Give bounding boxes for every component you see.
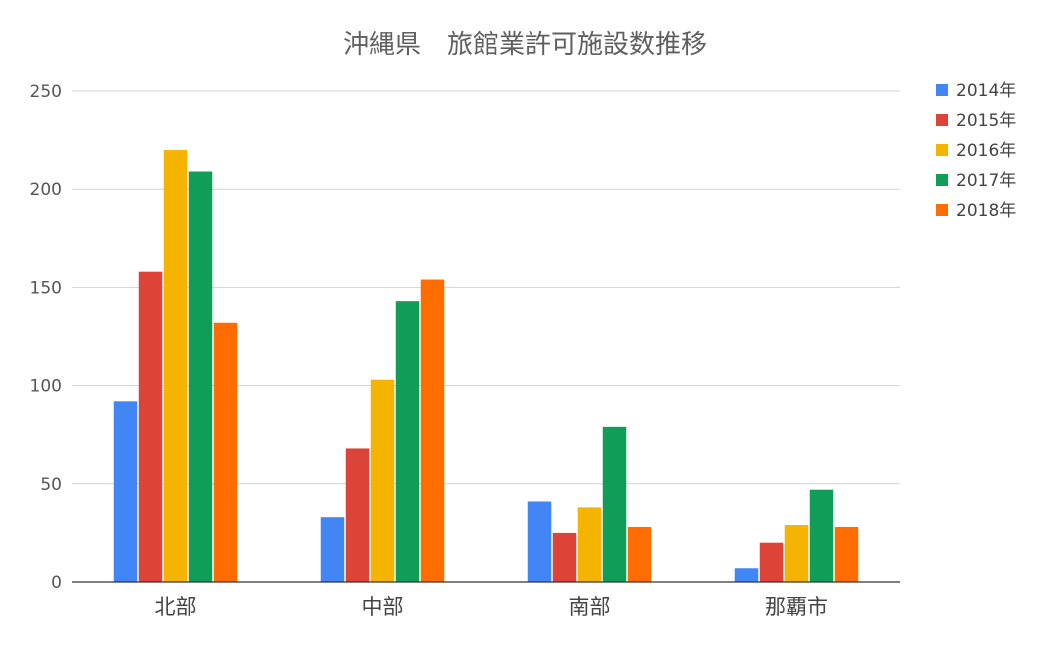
- bar-3-4: [784, 525, 809, 582]
- x-category-label: 中部: [362, 595, 404, 619]
- bar-2-4: [759, 542, 784, 582]
- legend-label: 2017年: [956, 171, 1016, 191]
- y-tick-label: 100: [30, 377, 62, 397]
- chart-title: 沖縄県 旅館業許可施設数推移: [343, 30, 707, 60]
- bar-4-1: [188, 171, 213, 582]
- bars: [113, 149, 859, 583]
- y-tick-label: 250: [30, 82, 62, 102]
- bar-4-3: [602, 426, 627, 582]
- legend-label: 2016年: [956, 141, 1016, 161]
- legend-label: 2015年: [956, 111, 1016, 131]
- legend-swatch: [936, 114, 948, 126]
- x-category-label: 那覇市: [765, 595, 828, 619]
- legend-swatch: [936, 174, 948, 186]
- legend-label: 2014年: [956, 81, 1016, 101]
- bar-3-2: [370, 379, 395, 582]
- bar-1-1: [113, 401, 138, 582]
- y-tick-label: 150: [30, 278, 62, 298]
- bar-1-2: [320, 517, 345, 582]
- bar-5-4: [834, 527, 859, 582]
- legend-swatch: [936, 144, 948, 156]
- legend-label: 2018年: [956, 201, 1016, 221]
- legend-swatch: [936, 84, 948, 96]
- legend: 2014年 2015年 2016年 2017年 2018年: [936, 81, 1016, 221]
- x-category-label: 南部: [569, 595, 611, 619]
- y-tick-label: 200: [30, 180, 62, 200]
- bar-4-2: [395, 301, 420, 582]
- bar-2-1: [138, 271, 163, 582]
- x-category-label: 北部: [155, 595, 197, 619]
- x-axis-categories: 北部 中部 南部 那覇市: [155, 595, 829, 619]
- bar-1-3: [527, 501, 552, 582]
- legend-swatch: [936, 204, 948, 216]
- bar-5-3: [627, 527, 652, 582]
- y-tick-label: 50: [40, 475, 62, 495]
- bar-3-3: [577, 507, 602, 582]
- bar-1-4: [734, 568, 759, 582]
- bar-4-4: [809, 489, 834, 582]
- bar-2-3: [552, 532, 577, 582]
- bar-5-2: [420, 279, 445, 582]
- y-axis-ticks: 0 50 100 150 200 250: [30, 82, 62, 593]
- bar-3-1: [163, 149, 188, 583]
- bar-2-2: [345, 448, 370, 582]
- bar-5-1: [213, 322, 238, 582]
- y-tick-label: 0: [51, 573, 62, 593]
